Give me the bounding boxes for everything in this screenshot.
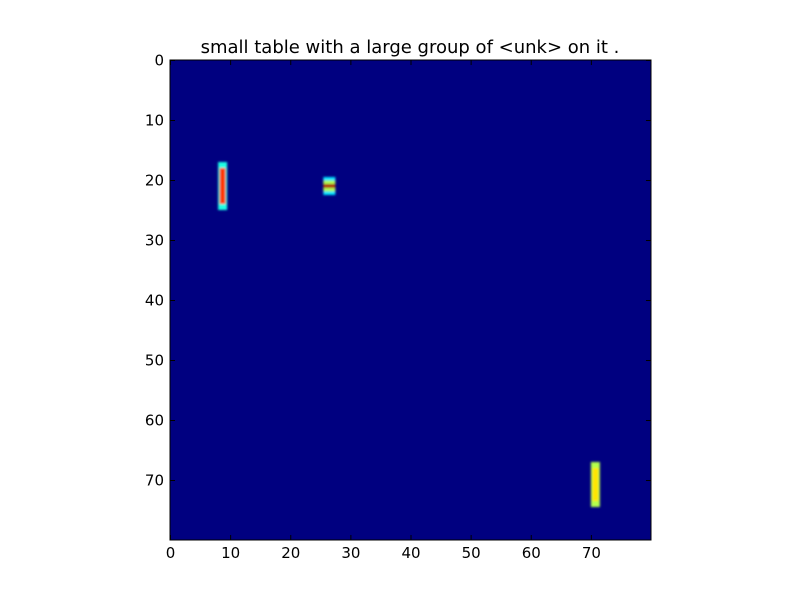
yellow-green-bar-core bbox=[592, 468, 599, 501]
y-tick-label: 60 bbox=[145, 412, 164, 430]
small-striped-mark-stripe bbox=[323, 177, 336, 181]
yellow-green-bar bbox=[590, 462, 600, 507]
x-tick-label: 10 bbox=[221, 544, 240, 562]
small-striped-mark-stripe bbox=[323, 184, 336, 188]
small-striped-mark-stripe bbox=[323, 180, 336, 185]
small-striped-mark bbox=[323, 177, 336, 195]
y-tick-label: 30 bbox=[145, 232, 164, 250]
heatmap-area bbox=[170, 60, 651, 540]
orange-bar bbox=[218, 162, 228, 210]
x-tick-label: 50 bbox=[462, 544, 481, 562]
chart-title: small table with a large group of <unk> … bbox=[201, 37, 620, 58]
x-tick-label: 30 bbox=[341, 544, 360, 562]
x-tick-label: 40 bbox=[401, 544, 420, 562]
heatmap-background bbox=[170, 60, 651, 540]
heatmap-regions bbox=[218, 162, 600, 507]
y-tick-label: 70 bbox=[145, 472, 164, 490]
small-striped-mark-stripe bbox=[323, 187, 336, 192]
x-tick-label: 20 bbox=[281, 544, 300, 562]
y-tick-label: 0 bbox=[154, 52, 164, 70]
small-striped-mark-stripe bbox=[323, 191, 336, 195]
y-tick-labels: 0 10 20 30 40 50 60 70 bbox=[145, 52, 164, 490]
x-tick-label: 70 bbox=[582, 544, 601, 562]
y-tick-label: 20 bbox=[145, 172, 164, 190]
y-tick-label: 10 bbox=[145, 112, 164, 130]
x-tick-label: 0 bbox=[166, 544, 176, 562]
y-tick-label: 40 bbox=[145, 292, 164, 310]
x-tick-label: 60 bbox=[522, 544, 541, 562]
y-tick-label: 50 bbox=[145, 352, 164, 370]
x-tick-labels: 0 10 20 30 40 50 60 70 bbox=[166, 544, 601, 562]
orange-bar-core bbox=[219, 168, 226, 204]
axis-ticks bbox=[170, 60, 651, 540]
